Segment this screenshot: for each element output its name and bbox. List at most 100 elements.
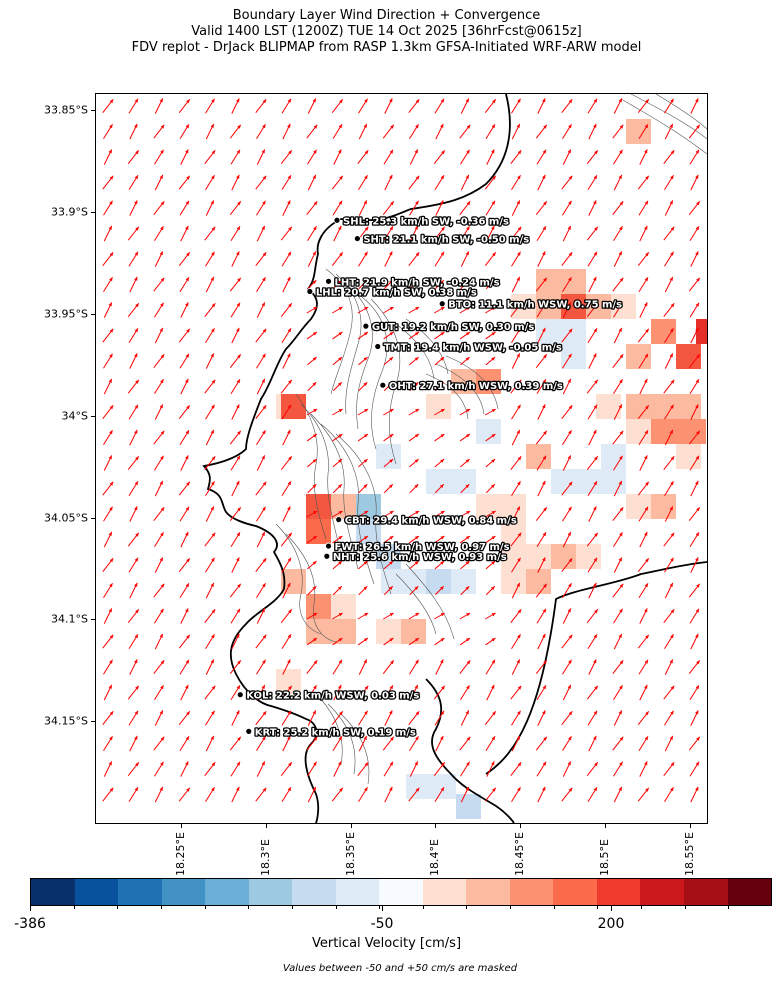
wind-arrow [409, 124, 419, 139]
wind-arrow [280, 532, 293, 547]
velocity-cell [551, 469, 576, 494]
wind-arrow [586, 685, 599, 700]
station-dot [245, 727, 253, 735]
wind-arrow [384, 786, 393, 803]
wind-arrow [127, 379, 140, 394]
velocity-cell [511, 294, 536, 319]
station-markers: SHL: 25.3 km/h SW, -0.36 m/s SHT: 21.1 km… [236, 215, 623, 740]
wind-arrow [332, 306, 343, 314]
wind-arrow [510, 302, 522, 318]
wind-arrow [536, 761, 547, 777]
wind-arrow [689, 761, 700, 777]
lon-tick-mark [435, 824, 437, 828]
wind-arrow [586, 226, 599, 241]
wind-arrow [153, 124, 165, 139]
wind-arrow [637, 557, 650, 573]
wind-arrow [178, 557, 191, 573]
wind-arrow [588, 429, 597, 446]
wind-arrow [485, 279, 496, 290]
velocity-cell [536, 319, 561, 344]
wind-arrow [383, 585, 394, 596]
wind-arrow [537, 633, 546, 650]
wind-arrow [204, 226, 216, 241]
wind-arrow [280, 302, 293, 318]
wind-arrow [383, 306, 394, 314]
wind-arrow [180, 225, 189, 242]
figure-title: Boundary Layer Wind Direction + Converge… [0, 8, 773, 56]
wind-arrow [230, 532, 241, 547]
wind-arrow [178, 404, 191, 420]
wind-arrow [128, 251, 139, 267]
wind-arrow [689, 685, 700, 700]
wind-arrow [562, 277, 572, 292]
wind-arrow [205, 123, 215, 140]
wind-arrow [639, 302, 648, 318]
wind-arrow [638, 277, 649, 292]
wind-arrow [537, 710, 546, 726]
wind-arrow [434, 98, 445, 114]
colorbar-minor-tick [728, 906, 730, 909]
wind-arrow [382, 124, 395, 139]
wind-arrow [638, 200, 649, 216]
wind-arrow [127, 608, 140, 624]
wind-arrow [306, 510, 318, 518]
wind-arrow [256, 378, 266, 395]
wind-arrow [282, 353, 291, 369]
wind-arrow [179, 583, 190, 598]
wind-arrow [229, 353, 242, 369]
wind-arrow [613, 455, 623, 471]
wind-arrow [664, 175, 674, 190]
wind-arrow [613, 557, 623, 573]
wind-arrow [511, 429, 521, 446]
velocity-cell [651, 494, 676, 519]
colorbar-swatch [727, 879, 772, 905]
wind-arrow [664, 557, 674, 573]
wind-arrow [637, 404, 650, 420]
wind-arrow [205, 353, 215, 369]
lat-tick-label: 33.85°S [44, 103, 88, 117]
wind-arrow [562, 736, 572, 751]
lat-tick-label: 34.15°S [44, 714, 88, 728]
terrain-contour [300, 403, 342, 555]
lon-tick-mark [180, 824, 182, 828]
wind-arrow [281, 98, 292, 114]
wind-arrow [179, 353, 190, 369]
wind-arrow [637, 328, 650, 343]
colorbar-minor-tick [641, 906, 643, 909]
wind-arrow [537, 557, 546, 573]
wind-arrow [256, 225, 266, 242]
wind-arrow [612, 659, 624, 675]
wind-arrow [663, 761, 675, 777]
wind-arrow [127, 149, 140, 165]
mask-note: Values between -50 and +50 cm/s are mask… [282, 963, 518, 974]
wind-arrow [537, 480, 546, 497]
wind-arrow [588, 659, 597, 675]
terrain-contour [395, 323, 435, 380]
wind-arrow [511, 175, 521, 190]
station-fwt: FWT: 26.5 km/h WSW, 0.97 m/s [325, 541, 511, 554]
wind-arrow [613, 480, 623, 497]
wind-arrow [204, 379, 216, 394]
wind-arrow [409, 736, 419, 751]
velocity-cell [376, 619, 401, 644]
wind-arrow [638, 430, 649, 445]
wind-arrow [433, 226, 446, 241]
wind-arrow [587, 634, 598, 649]
wind-arrow [229, 124, 242, 139]
wind-arrow [511, 276, 521, 293]
colorbar-minor-tick [248, 906, 250, 909]
wind-arrow [256, 659, 266, 675]
lon-tick-label: 18.35°E [343, 832, 357, 876]
wind-arrow [180, 608, 189, 624]
velocity-cell [561, 269, 586, 294]
wind-arrow [154, 302, 164, 318]
wind-arrow [613, 761, 623, 777]
velocity-cell [406, 774, 431, 799]
wind-arrow [459, 736, 471, 751]
wind-arrow [587, 328, 598, 343]
wind-arrow [587, 251, 598, 267]
wind-arrow [103, 200, 113, 216]
wind-arrow [256, 455, 266, 471]
wind-arrow [689, 455, 700, 471]
wind-arrow [255, 251, 267, 267]
